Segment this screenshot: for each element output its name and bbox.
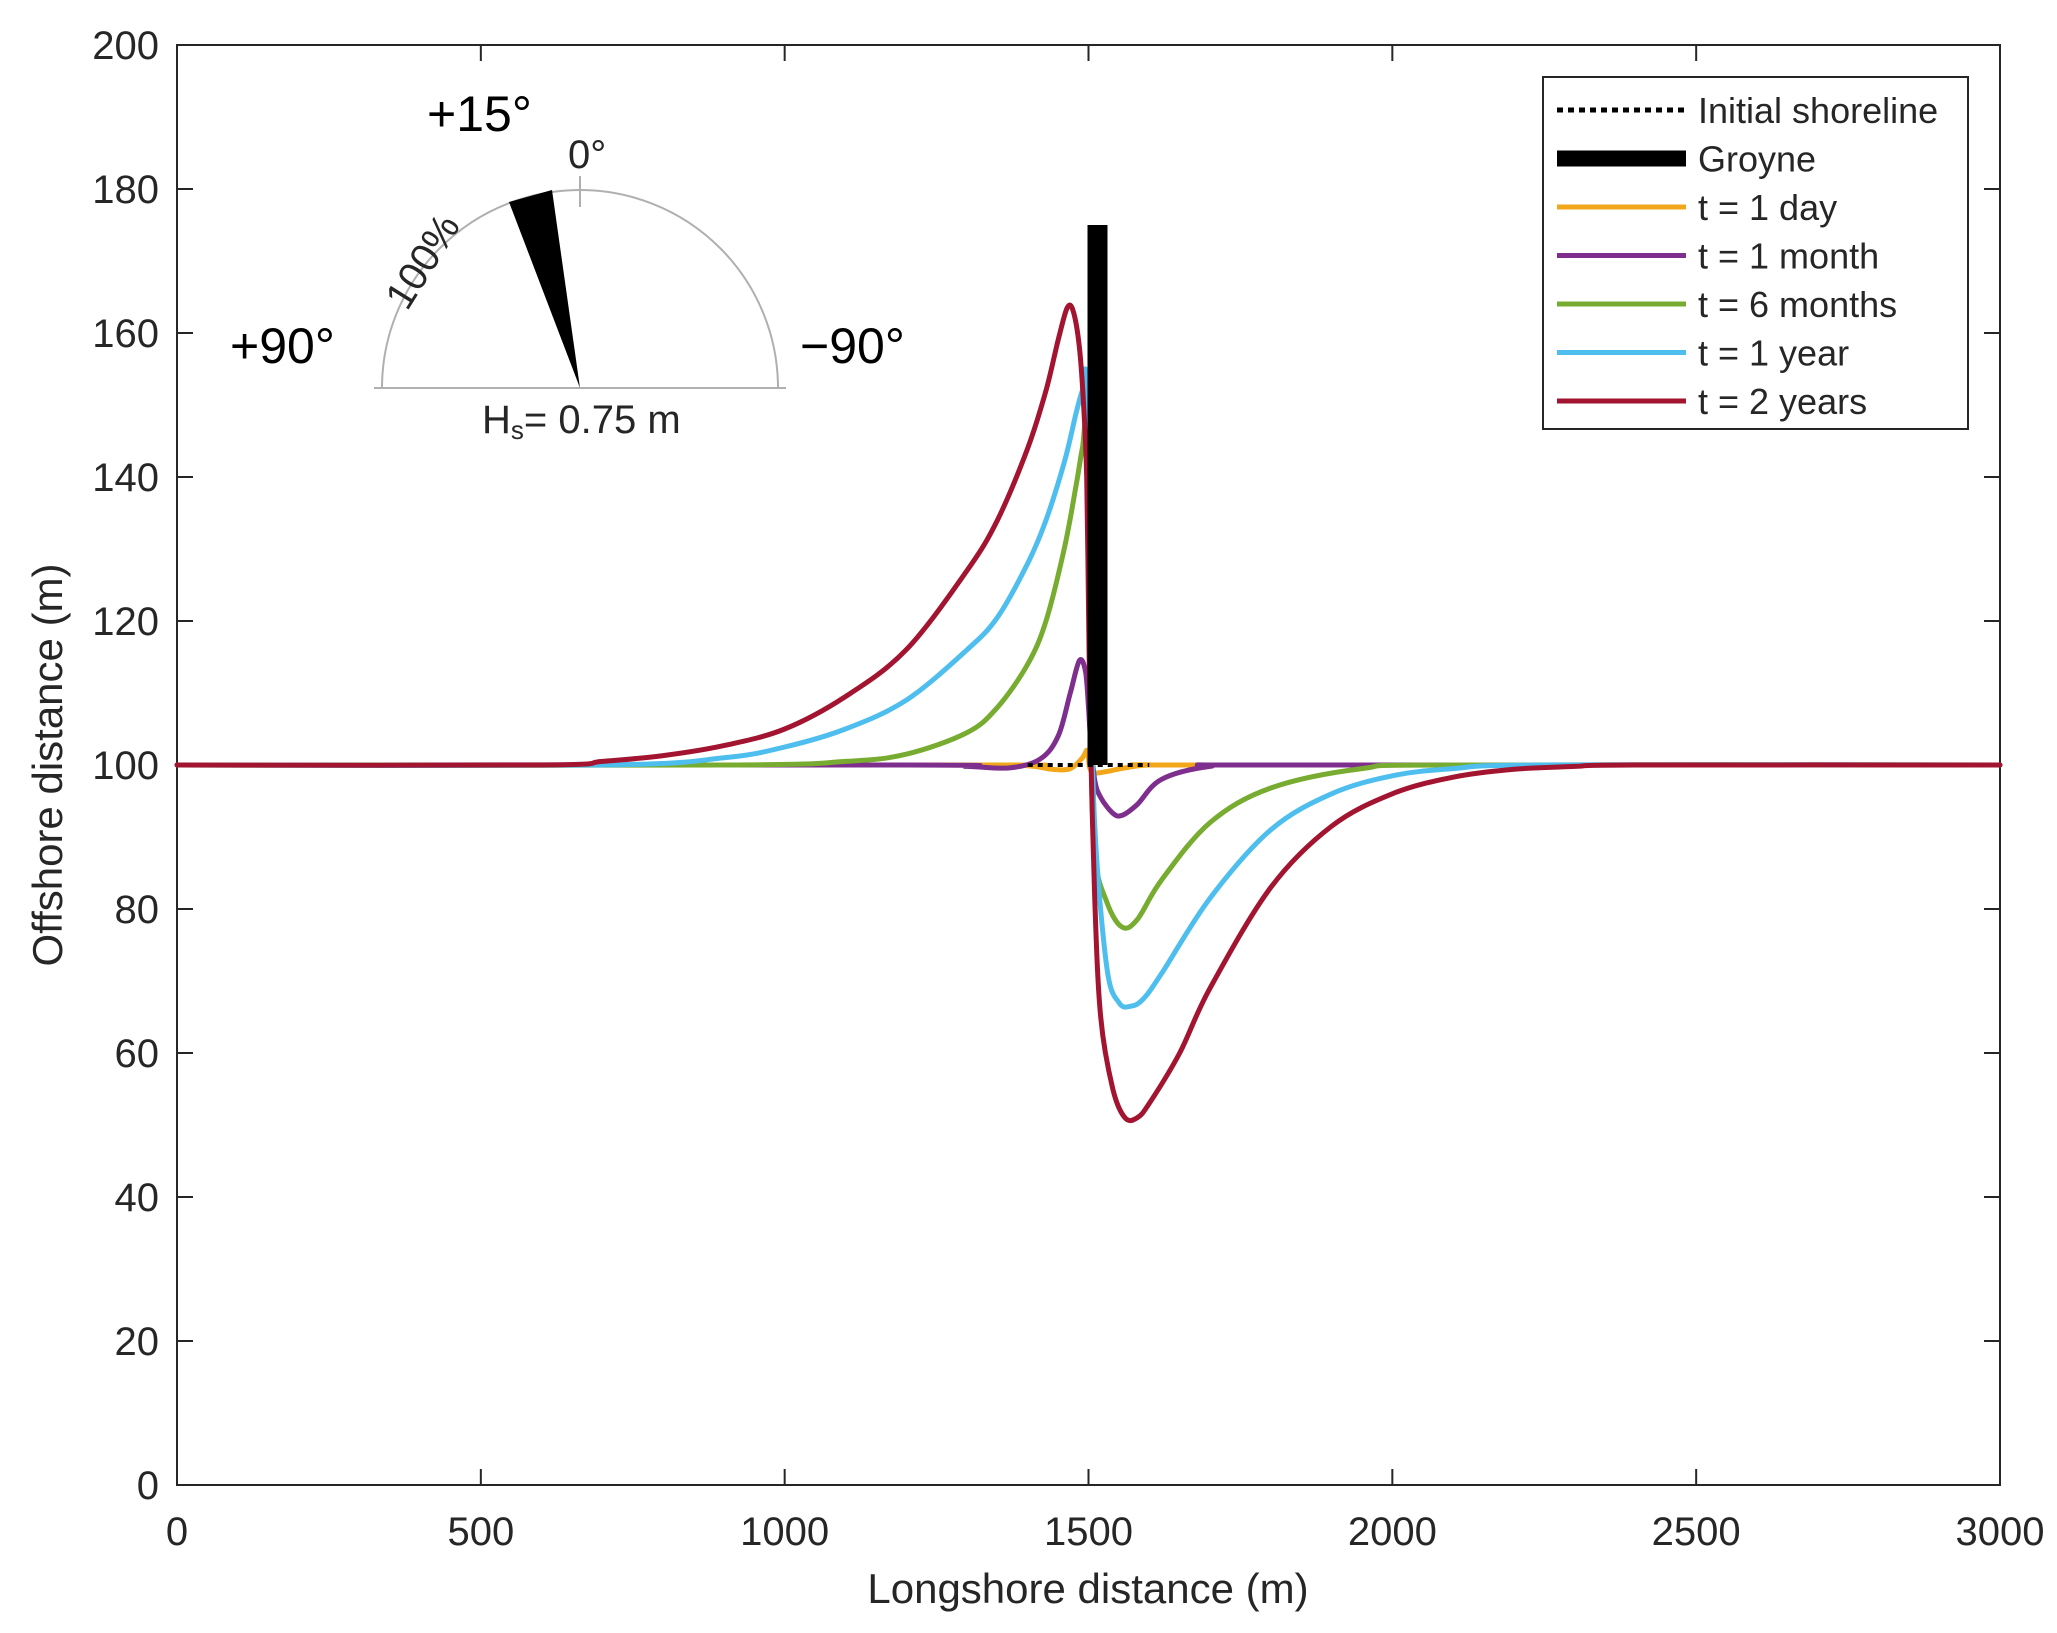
y-tick-label: 20: [115, 1320, 160, 1364]
y-tick-label: 200: [92, 24, 159, 68]
inset-top-label: +15°: [427, 86, 532, 142]
inset-right-label: −90°: [800, 318, 905, 374]
legend-label: t = 6 months: [1698, 284, 1897, 325]
x-tick-label: 500: [447, 1510, 514, 1554]
y-tick-label: 60: [115, 1032, 160, 1076]
inset-radius-label: 100%: [377, 207, 469, 317]
axis-ticks: 0 500 1000 1500 2000 2500 3000 0 20 40 60 80 100 120 1…: [92, 24, 2044, 1554]
x-axis-label: Longshore distance (m): [867, 1565, 1308, 1612]
legend-label: t = 1 day: [1698, 187, 1837, 228]
groyne-bar: [1087, 225, 1108, 765]
inset-left-label: +90°: [230, 318, 335, 374]
x-tick-label: 3000: [1956, 1510, 2045, 1554]
y-tick-label: 160: [92, 312, 159, 356]
x-tick-label: 1000: [740, 1510, 829, 1554]
x-tick-label: 0: [166, 1510, 188, 1554]
legend-label: t = 2 years: [1698, 381, 1867, 422]
wave-rose-inset: +15° 0° +90° −90° 100% Hs= 0.75 m: [230, 86, 905, 445]
y-tick-label: 180: [92, 168, 159, 212]
legend-label: t = 1 year: [1698, 333, 1849, 374]
y-tick-label: 120: [92, 600, 159, 644]
y-tick-label: 0: [137, 1464, 159, 1508]
x-tick-label: 1500: [1044, 1510, 1133, 1554]
y-tick-label: 80: [115, 888, 160, 932]
y-tick-label: 140: [92, 456, 159, 500]
legend-label: Groyne: [1698, 139, 1816, 180]
y-axis-label: Offshore distance (m): [24, 563, 71, 966]
x-tick-label: 2000: [1348, 1510, 1437, 1554]
legend-label: t = 1 month: [1698, 236, 1879, 277]
inset-zero-label: 0°: [568, 133, 606, 177]
x-tick-label: 2500: [1652, 1510, 1741, 1554]
inset-hs-label: Hs= 0.75 m: [482, 398, 681, 445]
legend: Initial shoreline Groyne t = 1 day t = 1 mo…: [1542, 76, 1969, 430]
groyne-layer: [1087, 225, 1108, 765]
wave-direction-wedge: [509, 190, 580, 388]
y-tick-label: 100: [92, 744, 159, 788]
legend-label: Initial shoreline: [1698, 90, 1938, 131]
y-tick-label: 40: [115, 1176, 160, 1220]
